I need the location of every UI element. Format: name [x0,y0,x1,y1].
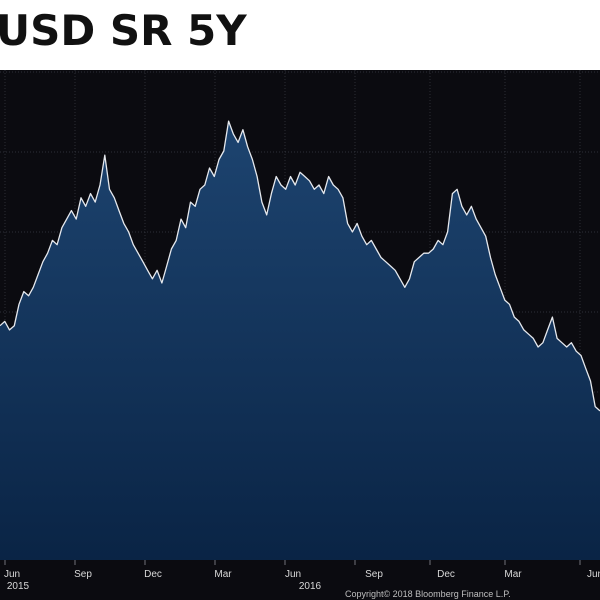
series-area [0,121,600,560]
area-chart: JunSepDecMarJunSepDecMarJun20152016 Copy… [0,70,600,600]
x-tick-label: Dec [144,569,162,580]
series-line [0,120,600,412]
x-tick-label: Jun [285,569,301,580]
x-tick-label: Dec [437,569,455,580]
x-tick-label: Mar [214,569,232,580]
x-tick-label: Sep [365,569,383,580]
x-axis-band [0,560,600,600]
x-axis-ticks: JunSepDecMarJunSepDecMarJun20152016 [4,560,600,592]
x-tick-label: Jun [587,569,600,580]
x-tick-label: Mar [504,569,522,580]
x-year-label: 2016 [299,581,322,592]
x-tick-label: Jun [4,569,20,580]
chart-title: USD SR 5Y [0,6,247,55]
x-year-label: 2015 [7,581,30,592]
copyright-text: Copyright© 2018 Bloomberg Finance L.P. [345,589,511,599]
x-tick-label: Sep [74,569,92,580]
